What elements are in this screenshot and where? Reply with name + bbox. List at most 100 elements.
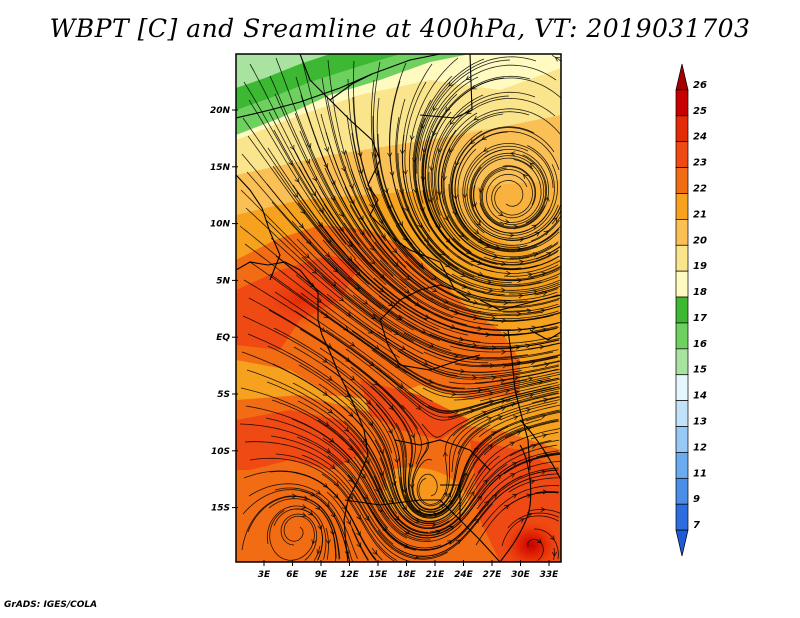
streamline-arrow [463, 472, 468, 478]
streamline-arrow [446, 492, 451, 498]
streamline [510, 241, 559, 259]
streamline-arrow [542, 489, 548, 495]
streamline-arrow [482, 479, 488, 485]
streamline-arrow [344, 550, 350, 556]
streamline-arrow [509, 232, 515, 238]
streamline-arrow [554, 56, 561, 62]
streamline-arrow [294, 177, 300, 183]
colorbar-swatch [675, 296, 689, 324]
streamline-arrow [402, 169, 408, 176]
colorbar-label: 13 [693, 417, 707, 428]
streamline-arrow [497, 415, 503, 420]
streamline [242, 489, 351, 561]
colorbar-label: 12 [693, 442, 707, 453]
streamline [553, 547, 555, 560]
lat-label: 15S [211, 504, 230, 514]
streamline-arrow [498, 211, 504, 217]
streamline-arrow [448, 81, 454, 87]
streamline-arrow [327, 375, 333, 381]
streamline-arrow [519, 518, 525, 523]
streamline-arrow [472, 299, 479, 305]
streamline-arrow [443, 298, 449, 304]
streamline-arrow [541, 327, 547, 333]
streamline-arrow [484, 243, 490, 249]
streamline-arrow [362, 299, 369, 305]
streamline [507, 322, 560, 331]
streamline [508, 477, 559, 493]
streamline-arrow [344, 426, 350, 432]
colorbar-swatch [675, 219, 689, 246]
streamline [351, 528, 369, 562]
streamline [532, 360, 561, 368]
streamline [509, 283, 560, 295]
streamline [476, 460, 561, 510]
streamline-arrow [315, 489, 322, 495]
streamline-arrow [488, 287, 494, 293]
streamline-arrow [486, 417, 493, 422]
streamline-arrow [356, 271, 362, 277]
streamline-arrow [462, 193, 468, 199]
streamline-arrow [525, 408, 531, 413]
streamline [247, 496, 340, 560]
streamline-arrow [333, 267, 339, 273]
streamline-arrow [501, 261, 507, 267]
streamline-arrow [325, 539, 331, 545]
streamline-arrow [466, 109, 472, 115]
streamline-arrow [304, 253, 310, 259]
streamline-arrow [404, 288, 410, 294]
colorbar-label: 9 [693, 494, 700, 505]
streamline-arrow [329, 437, 335, 443]
streamline-arrow [408, 463, 414, 469]
streamline-arrow [474, 518, 480, 524]
streamline-arrow [518, 259, 525, 265]
streamline-arrow [357, 152, 363, 158]
streamline-arrow [378, 218, 384, 225]
colorbar-swatch [675, 244, 689, 272]
streamline-arrow [373, 380, 379, 386]
streamline-arrow [522, 174, 528, 180]
streamline-arrow [492, 254, 499, 259]
streamline-arrow [511, 462, 518, 467]
lat-label: 5S [217, 390, 230, 400]
streamline-arrow [530, 479, 536, 485]
streamline-arrow [410, 433, 416, 439]
streamline-arrow [348, 445, 354, 451]
streamline-arrow [503, 332, 509, 338]
streamline-arrow [330, 464, 336, 470]
streamline-arrow [500, 378, 506, 384]
streamline-arrow [359, 215, 364, 221]
streamline-arrow [345, 357, 351, 363]
streamline-arrow [421, 328, 427, 334]
streamline-arrow [341, 149, 347, 156]
streamline-arrow [501, 349, 507, 355]
streamline-arrow [439, 503, 445, 509]
streamline-arrow [540, 271, 547, 277]
chart-title: WBPT [C] and Sreamline at 400hPa, VT: 20… [49, 14, 751, 43]
streamline [477, 268, 560, 282]
streamline-arrow [356, 531, 361, 537]
streamline [402, 368, 561, 392]
map-frame [235, 53, 562, 563]
streamline-arrow [388, 498, 394, 504]
streamline-arrow [525, 343, 531, 349]
streamline-arrow [496, 474, 502, 480]
streamline-arrow [478, 188, 484, 194]
streamline-arrow [481, 135, 487, 140]
streamline-arrow [460, 368, 466, 374]
streamline-arrow [450, 324, 456, 330]
colorbar-label: 19 [693, 261, 707, 272]
streamline-arrow [477, 260, 483, 265]
streamline-arrow [316, 549, 322, 555]
colorbar-swatch [675, 322, 689, 350]
streamline [266, 505, 327, 560]
streamlines [239, 54, 561, 562]
streamline-arrow [542, 290, 548, 296]
streamline-arrow [465, 75, 471, 81]
streamline-arrow [531, 444, 537, 449]
streamline [452, 237, 559, 265]
streamline-arrow [504, 219, 510, 224]
streamline-arrow [516, 246, 522, 252]
streamline-arrow [471, 84, 477, 90]
streamline-arrow [339, 226, 344, 232]
